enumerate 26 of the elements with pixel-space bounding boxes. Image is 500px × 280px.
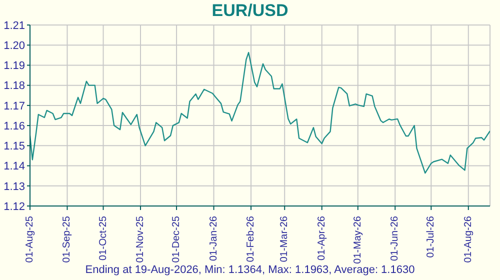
x-tick-label: 01-Dec-25 bbox=[171, 216, 182, 263]
x-tick-label: 01-May-26 bbox=[352, 216, 364, 264]
x-tick-label: 01-Jul-26 bbox=[426, 216, 437, 258]
x-tick-label: 01-Aug-26 bbox=[462, 216, 474, 263]
x-tick-label: 01-Jan-26 bbox=[208, 216, 220, 262]
x-tick-label: 01-Aug-25 bbox=[24, 216, 36, 263]
y-tick-label: 1.21 bbox=[4, 20, 25, 32]
y-tick-label: 1.12 bbox=[4, 200, 25, 213]
line-series bbox=[30, 52, 490, 174]
text: Ending at 19-Aug-2026, Min: 1.1364, Max: 1.1963, Average: 1.1630 bbox=[84, 264, 416, 276]
y-tick-label: 1.18 bbox=[4, 80, 25, 92]
x-tick-label: 01-Sep-25 bbox=[62, 216, 73, 263]
y-tick-label: 1.13 bbox=[4, 180, 25, 193]
x-tick-label: 01-Mar-26 bbox=[279, 216, 290, 262]
x-tick-label: 01-Nov-25 bbox=[134, 216, 146, 263]
y-tick-label: 1.15 bbox=[4, 140, 25, 153]
y-tick-label: 1.16 bbox=[4, 120, 25, 132]
x-tick-label: 01-Feb-26 bbox=[245, 216, 256, 262]
y-tick-label: 1.20 bbox=[4, 40, 25, 52]
y-tick-label: 1.19 bbox=[4, 60, 25, 72]
x-tick-label: 01-Oct-25 bbox=[98, 216, 109, 260]
x-tick-label: 01-Apr-26 bbox=[316, 216, 328, 260]
x-tick-label: 01-Jun-26 bbox=[390, 216, 401, 262]
chart-title: EUR/USD bbox=[210, 1, 290, 21]
y-tick-label: 1.17 bbox=[4, 100, 25, 112]
y-tick-label: 1.14 bbox=[4, 160, 25, 173]
